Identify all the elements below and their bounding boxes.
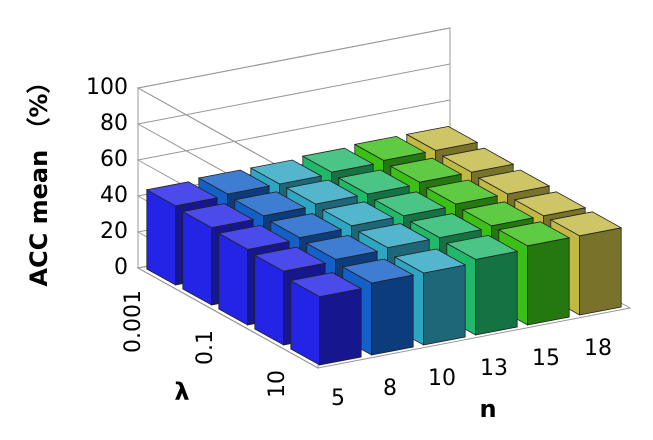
bar-top — [253, 246, 327, 272]
bar-top — [285, 179, 359, 205]
bar-top — [445, 234, 519, 260]
bar-front — [475, 250, 518, 336]
y-tick-label: 100 — [86, 75, 128, 100]
bar-front — [579, 227, 622, 316]
y-tick-label: 60 — [100, 147, 128, 172]
bar-top — [389, 157, 463, 183]
bar-top — [145, 181, 219, 207]
y-axis-title: ACC mean （%） — [25, 69, 53, 286]
bar — [289, 272, 363, 366]
depth-axis-title: λ — [174, 378, 189, 406]
bar-top — [301, 147, 375, 173]
bar-top — [217, 224, 291, 250]
y-tick-label: 20 — [100, 219, 128, 244]
depth-tick-label: 0.1 — [193, 330, 218, 365]
bar-top — [441, 147, 515, 173]
bar-front — [319, 288, 362, 366]
bar-top — [181, 203, 255, 229]
bar-top — [549, 211, 623, 237]
x-axis-title: n — [479, 395, 496, 423]
bar-front — [371, 274, 414, 356]
depth-tick-label: 0.001 — [121, 290, 146, 353]
bar-top — [357, 223, 431, 249]
bar-top — [305, 234, 379, 260]
grid-line — [136, 27, 451, 189]
bar-top — [497, 221, 571, 247]
bar-top — [409, 213, 483, 239]
bar-top — [425, 179, 499, 205]
x-tick-label: 18 — [584, 336, 612, 361]
bar-front — [527, 237, 570, 326]
depth-tick-label: 10 — [265, 370, 290, 398]
bar-top — [249, 159, 323, 185]
bar-side — [146, 189, 177, 286]
x-tick-label: 5 — [331, 386, 345, 411]
bar-top — [341, 258, 415, 284]
bar-top — [461, 201, 535, 227]
bar-top — [337, 169, 411, 195]
y-tick-label: 0 — [114, 255, 128, 280]
x-tick-label: 10 — [428, 366, 456, 391]
y-tick-label: 40 — [100, 183, 128, 208]
bar-top — [233, 191, 307, 217]
bar-top — [321, 201, 395, 227]
x-tick-label: 15 — [532, 346, 560, 371]
bar-top — [197, 169, 271, 195]
bar-top — [513, 191, 587, 217]
bar-top — [269, 213, 343, 239]
bar-top — [405, 125, 479, 151]
x-tick-label: 8 — [383, 376, 397, 401]
bar-top — [373, 191, 447, 217]
bar-top — [477, 169, 551, 195]
y-tick-label: 80 — [100, 111, 128, 136]
bar-top — [393, 248, 467, 274]
x-tick-label: 13 — [480, 356, 508, 381]
bar-front — [423, 264, 466, 346]
bar — [445, 234, 519, 336]
bar-top — [353, 135, 427, 161]
bar-top — [289, 272, 363, 298]
